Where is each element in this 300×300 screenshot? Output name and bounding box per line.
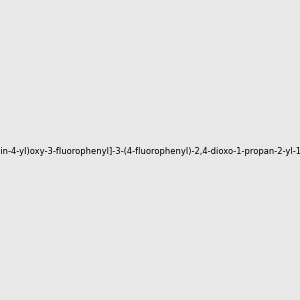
Text: N-[4-(6,7-dimethoxyquinolin-4-yl)oxy-3-fluorophenyl]-3-(4-fluorophenyl)-2,4-diox: N-[4-(6,7-dimethoxyquinolin-4-yl)oxy-3-f… — [0, 147, 300, 156]
